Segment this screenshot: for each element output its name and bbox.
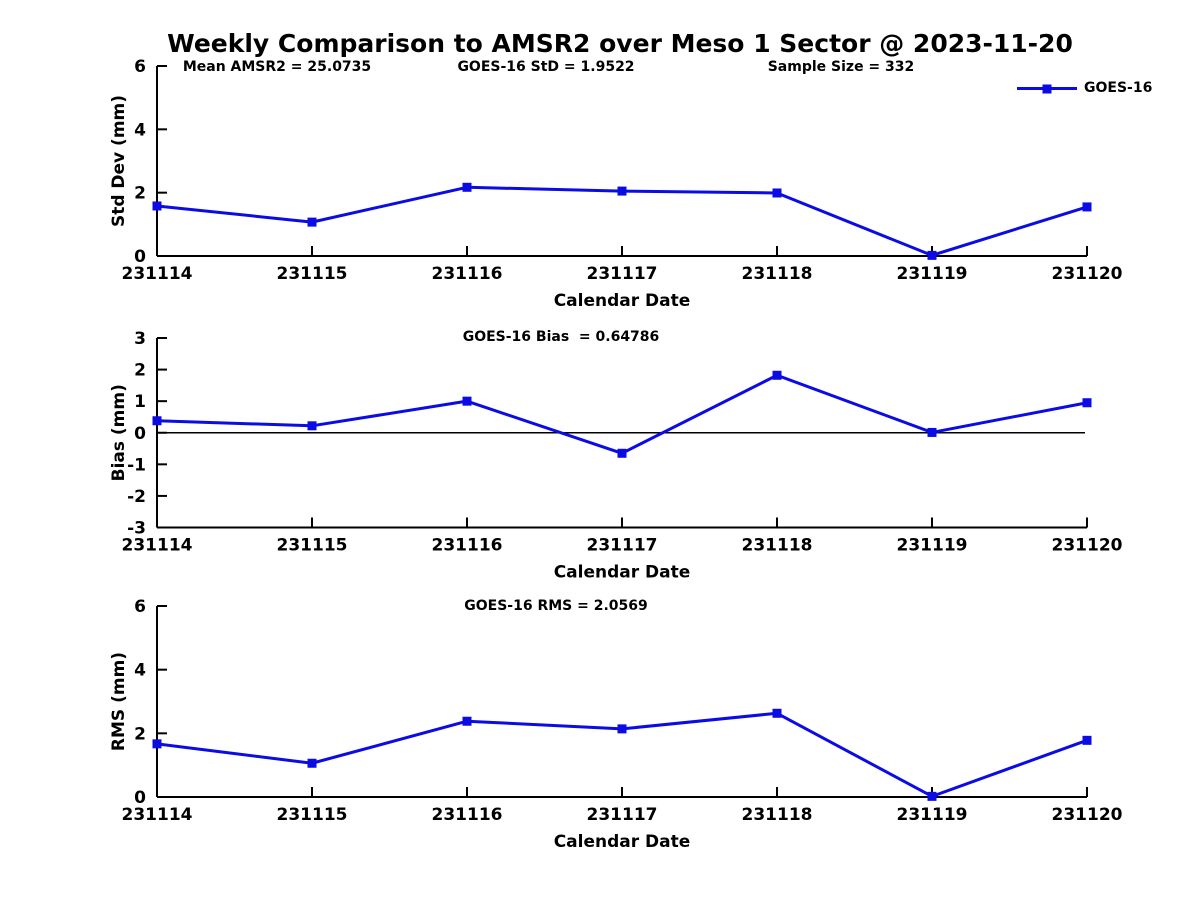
y-tick-label: 3 [134,329,146,349]
x-tick-label: 231119 [897,536,968,556]
annotation-goes16-std: GOES-16 StD = 1.9522 [457,59,635,75]
x-tick-label: 231117 [587,264,658,284]
x-tick-label: 231120 [1052,805,1123,825]
series-line [155,185,1089,257]
y-tick-label: 4 [134,120,146,140]
y-axis-label: Bias (mm) [109,384,129,481]
legend-square-marker [1042,84,1052,93]
series-line [155,373,1089,455]
data-point-marker [307,758,317,768]
x-tick-label: 231117 [587,805,658,825]
y-tick-label: 1 [134,392,146,412]
x-tick-label: 231120 [1052,536,1123,556]
x-axis-label: Calendar Date [554,291,691,311]
data-point-marker [152,416,162,426]
data-point-marker [927,427,937,437]
annotation-mean-amsr2: Mean AMSR2 = 25.0735 [182,59,372,75]
y-tick-label: 2 [134,361,146,381]
data-point-marker [927,250,937,260]
data-point-marker [307,217,317,227]
x-tick-label: 231116 [432,536,503,556]
y-tick-label: 6 [134,597,146,617]
x-axis-label: Calendar Date [554,832,691,852]
y-tick-label: 0 [134,788,146,808]
legend-line-sample [1017,84,1077,93]
y-tick-label: -3 [127,519,146,539]
annotation-goes16-rms: GOES-16 RMS = 2.0569 [464,598,648,614]
data-point-marker [927,791,937,801]
data-point-marker [772,370,782,380]
data-point-marker [462,182,472,192]
data-point-marker [1082,735,1092,745]
y-tick-label: -2 [127,487,146,507]
x-tick-label: 231118 [742,264,813,284]
chart-title: Weekly Comparison to AMSR2 over Meso 1 S… [167,29,1073,58]
x-axis-label: Calendar Date [554,563,691,583]
x-tick-label: 231120 [1052,264,1123,284]
data-point-marker [1082,398,1092,408]
y-tick-label: 0 [134,247,146,267]
x-tick-label: 231118 [742,536,813,556]
y-tick-label: 2 [134,184,146,204]
data-point-marker [617,186,627,196]
x-tick-label: 231115 [277,536,348,556]
data-point-marker [772,188,782,198]
y-tick-label: -1 [127,455,146,475]
x-tick-label: 231114 [122,805,193,825]
x-tick-label: 231116 [432,264,503,284]
y-axis-label: Std Dev (mm) [109,95,129,227]
data-point-marker [462,396,472,406]
x-tick-label: 231114 [122,536,193,556]
y-tick-label: 4 [134,661,146,681]
data-point-marker [772,708,782,718]
x-tick-label: 231115 [277,805,348,825]
x-tick-label: 231115 [277,264,348,284]
y-axis-label: RMS (mm) [109,652,129,751]
y-tick-label: 0 [134,424,146,444]
y-tick-label: 6 [134,57,146,77]
data-point-marker [152,739,162,749]
data-point-marker [617,448,627,458]
data-point-marker [617,724,627,734]
annotation-sample-size: Sample Size = 332 [767,59,915,75]
y-tick-label: 2 [134,724,146,744]
x-tick-label: 231117 [587,536,658,556]
x-tick-label: 231118 [742,805,813,825]
x-tick-label: 231119 [897,805,968,825]
legend-label: GOES-16 [1084,80,1153,96]
x-tick-label: 231119 [897,264,968,284]
data-point-marker [1082,202,1092,212]
x-tick-label: 231116 [432,805,503,825]
data-point-marker [152,201,162,211]
data-point-marker [462,716,472,726]
x-tick-label: 231114 [122,264,193,284]
data-point-marker [307,421,317,431]
annotation-goes16-bias: GOES-16 Bias = 0.64786 [462,329,660,345]
legend: GOES-16 [1017,81,1152,96]
